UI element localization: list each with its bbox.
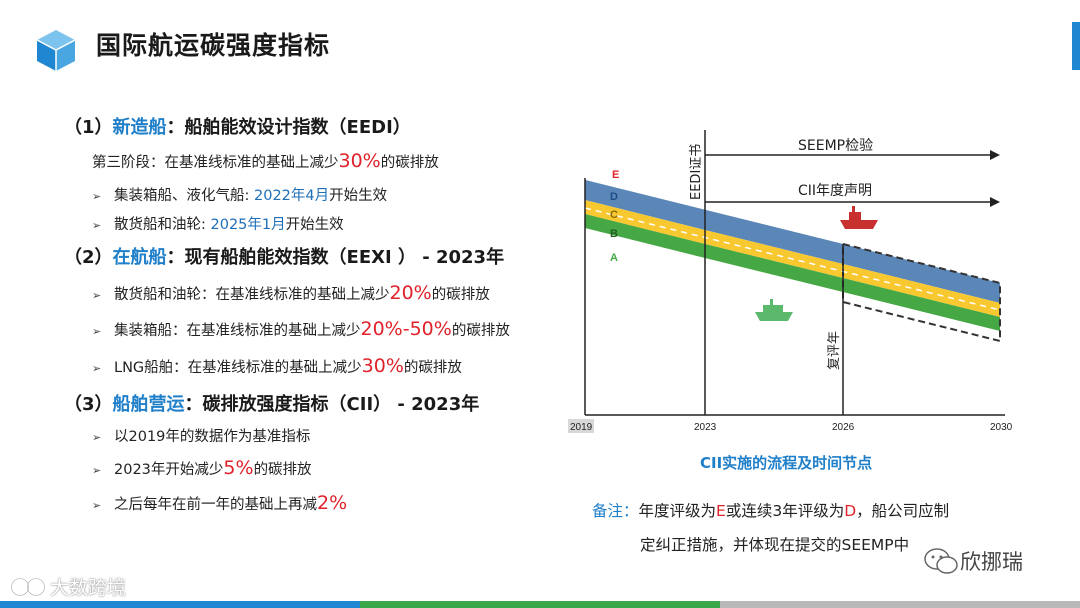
bullet-arrow-icon: ➢	[92, 190, 102, 203]
band-blue	[585, 180, 705, 230]
tick-2023: 2023	[694, 422, 717, 433]
section-1-rest: ：船舶能效设计指数（EEDI）	[166, 117, 411, 138]
bullet-arrow-icon: ➢	[92, 499, 102, 512]
band-green-mid	[705, 244, 843, 292]
diagram-caption: CII实施的流程及时间节点	[700, 454, 873, 472]
band-blue-late	[843, 244, 1000, 303]
section-2-line-3: ➢ LNG船舶：在基准线标准的基础上减少30%的碳排放	[92, 355, 462, 377]
section-1-highlight: 新造船	[112, 117, 167, 138]
watermark-left: 大数跨境	[8, 573, 126, 600]
section-2-line-1: ➢ 散货船和油轮：在基准线标准的基础上减少20%的碳排放	[92, 282, 490, 304]
section-2-heading: （2）在航船：现有船舶能效指数（EEXI ） - 2023年	[64, 247, 505, 268]
green-ship-icon	[755, 299, 793, 321]
cii-arrow-head-icon	[990, 197, 1000, 207]
edge-accent-bar	[1072, 22, 1080, 70]
watermark-right-text: 欣挪瑞	[960, 550, 1023, 574]
grade-a-label: A	[610, 252, 618, 264]
bullet-arrow-icon: ➢	[92, 362, 102, 375]
band-yellow-mid	[705, 230, 843, 278]
tick-2030: 2030	[990, 422, 1013, 433]
note-line-1: 备注：年度评级为E或连续3年评级为D，船公司应制	[592, 502, 950, 520]
section-2-line-2: ➢ 集装箱船：在基准线标准的基础上减少20%-50%的碳排放	[92, 318, 510, 340]
page-title: 国际航运碳强度指标	[96, 31, 331, 60]
section-3-line-2: ➢ 2023年开始减少5%的碳排放	[92, 457, 312, 479]
grade-c-label: C	[610, 209, 618, 221]
section-3-heading: （3）船舶营运：碳排放强度指标（CII） - 2023年	[64, 394, 480, 415]
band-centerline	[584, 207, 1001, 311]
tick-2026: 2026	[832, 422, 855, 433]
cii-declaration-label: CII年度声明	[798, 183, 872, 199]
section-1-line-2: ➢ 集装箱船、液化气船: 2022年4月开始生效	[92, 188, 388, 204]
section-1-line-3: ➢ 散货船和油轮: 2025年1月开始生效	[92, 217, 344, 233]
band-green-late	[843, 278, 1000, 331]
tick-2019: 2019	[570, 422, 593, 433]
bullet-arrow-icon: ➢	[92, 431, 102, 444]
wechat-icon	[924, 548, 958, 574]
bullet-arrow-icon: ➢	[92, 464, 102, 477]
cii-timeline-diagram: E D C B A SEEMP检验 CII年度声明 EEDI证书 复评年 201…	[568, 130, 1013, 433]
red-ship-icon	[840, 206, 878, 229]
tick-2019-bg	[568, 419, 594, 433]
watermark-right: 欣挪瑞	[922, 546, 1023, 576]
section-1-heading: （1）新造船：船舶能效设计指数（EEDI）	[64, 113, 411, 139]
section-1-prefix: （1）	[64, 117, 113, 138]
band-yellow	[585, 200, 705, 244]
grade-e-label: E	[612, 169, 619, 181]
grade-d-label: D	[610, 191, 618, 203]
eedi-cert-label: EEDI证书	[689, 144, 704, 200]
brand-logo-icon	[11, 577, 45, 596]
section-1-line-1: 第三阶段：在基准线标准的基础上减少30%的碳排放	[92, 150, 439, 172]
footer-bar-blue	[0, 601, 360, 608]
footer-bar-gray	[720, 601, 1080, 608]
bullet-arrow-icon: ➢	[92, 325, 102, 338]
note-label: 备注：	[592, 502, 639, 520]
review-year-label: 复评年	[827, 331, 842, 370]
seemp-label: SEEMP检验	[798, 138, 873, 154]
section-3-line-1: ➢ 以2019年的数据作为基准指标	[92, 429, 311, 445]
band-green	[585, 214, 705, 258]
section-3-line-3: ➢ 之后每年在前一年的基础上再减2%	[92, 492, 348, 514]
band-blue-mid	[705, 210, 843, 264]
watermark-left-text: 大数跨境	[50, 577, 127, 599]
note-line-2: 定纠正措施，并体现在提交的SEEMP中	[640, 536, 910, 554]
seemp-arrow-head-icon	[990, 150, 1000, 160]
grade-b-label: B	[610, 228, 618, 240]
bullet-arrow-icon: ➢	[92, 219, 102, 232]
cube-icon	[36, 30, 76, 71]
footer-bar-green	[360, 601, 720, 608]
bullet-arrow-icon: ➢	[92, 289, 102, 302]
